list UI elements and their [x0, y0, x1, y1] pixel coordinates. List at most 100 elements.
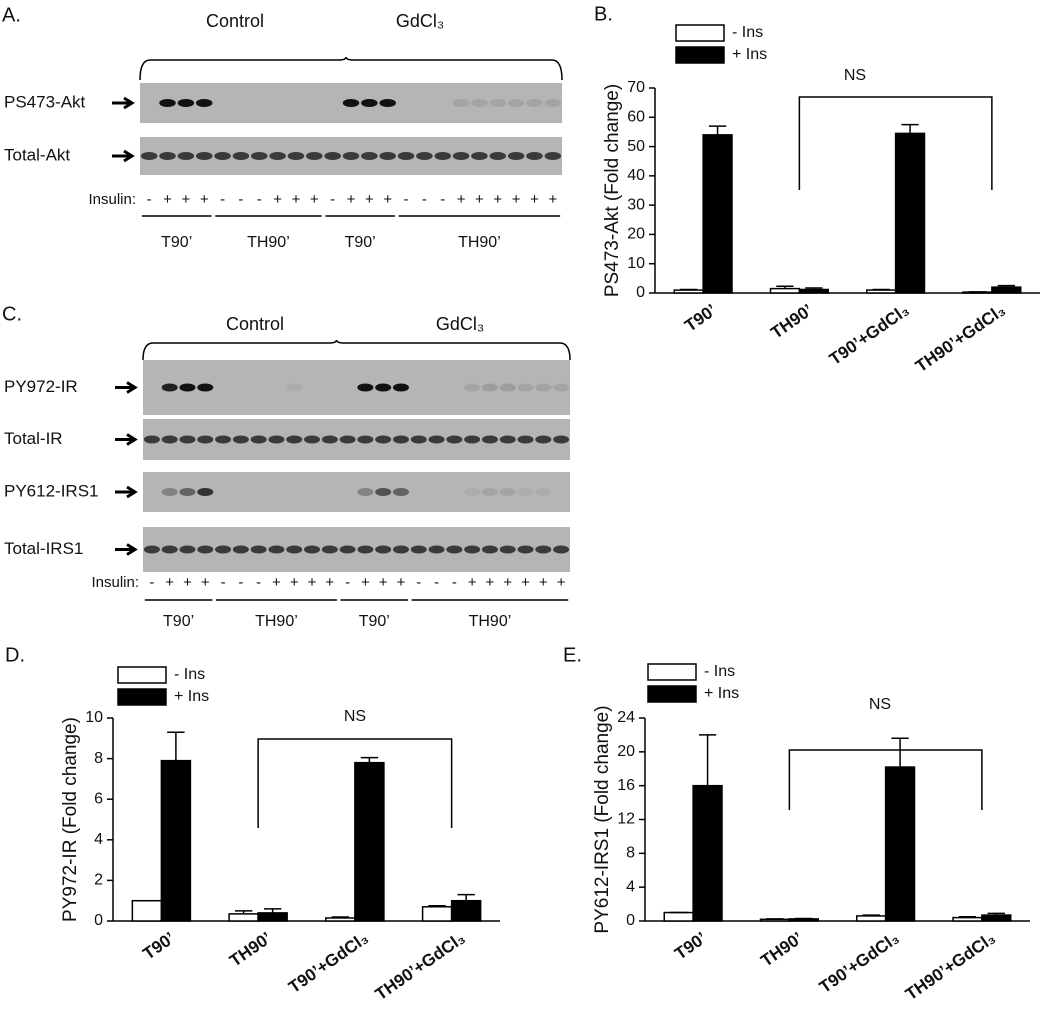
insulin-sign: - [238, 191, 243, 208]
blot-band [535, 383, 552, 392]
blot-band [446, 435, 463, 444]
arrow [112, 149, 135, 163]
error-bar [997, 284, 1015, 288]
blot-band [535, 435, 552, 444]
x-tick-label: TH90’+GdCl₃ [372, 928, 469, 1004]
panel-label: B. [594, 3, 613, 25]
x-tick-label: T90’+GdCl₃ [826, 300, 913, 369]
insulin-sign: + [200, 191, 209, 208]
condition-label: T90’ [359, 613, 390, 630]
blot-band [161, 488, 178, 496]
insulin-sign: + [383, 191, 392, 208]
blot-band [553, 435, 570, 444]
legend-label: - Ins [174, 666, 205, 683]
blot-band [481, 488, 498, 496]
insulin-sign: - [256, 574, 261, 591]
blot-band [410, 435, 427, 444]
bar [894, 132, 926, 294]
blot-band [357, 545, 374, 554]
insulin-sign: + [292, 191, 301, 208]
bracket [142, 339, 571, 361]
error-bar [331, 916, 350, 918]
blot-band [286, 435, 303, 444]
blot-band [195, 152, 213, 160]
y-axis-label: PY612-IRS1 (Fold change) [592, 705, 613, 933]
blot-band [304, 545, 321, 554]
blot-band [507, 99, 525, 107]
blot-band [517, 435, 534, 444]
insulin-sign: + [503, 574, 512, 591]
error-bar [891, 737, 909, 768]
x-tick-label: TH90’+GdCl₃ [902, 928, 999, 1004]
legend-label: + Ins [732, 46, 767, 63]
blot-band [197, 383, 214, 392]
x-tick-label: TH90’ [767, 300, 816, 342]
error-bar [360, 756, 379, 763]
blot-band [321, 435, 338, 444]
y-tick-label: 12 [617, 811, 635, 828]
blot-band [517, 545, 534, 554]
bar [325, 917, 356, 922]
insulin-sign: + [201, 574, 210, 591]
error-bar [987, 912, 1005, 916]
error-bar [263, 908, 282, 913]
insulin-label: Insulin: [91, 574, 139, 591]
annotation: NS [869, 696, 891, 713]
blot-band [434, 152, 451, 160]
y-tick-label: 40 [627, 167, 645, 184]
significance-bracket [798, 96, 993, 190]
group-label: GdCl₃ [396, 11, 444, 31]
bracket [139, 56, 563, 81]
blot-band [177, 152, 195, 160]
blot-band [197, 545, 214, 554]
legend-label: - Ins [704, 663, 735, 680]
blot-band [339, 435, 356, 444]
blot-band [452, 99, 470, 107]
blot-band [489, 99, 507, 107]
blot-band [161, 435, 178, 444]
x-tick-label: TH90’ [226, 928, 275, 970]
blot-band [464, 435, 481, 444]
insulin-label: Insulin: [88, 191, 136, 208]
blot-band [507, 152, 525, 160]
insulin-sign: - [149, 574, 154, 591]
condition-label: T90’ [161, 234, 192, 251]
significance-bracket [257, 738, 453, 828]
blot-band [392, 488, 409, 496]
bar [991, 286, 1022, 294]
insulin-sign: + [457, 191, 466, 208]
blot-band [526, 152, 543, 160]
panel-label: D. [5, 644, 25, 666]
insulin-sign: - [220, 191, 225, 208]
blot-band [535, 545, 552, 554]
blot-band [428, 435, 445, 444]
blot-band [232, 435, 249, 444]
blot-band [464, 383, 481, 392]
y-tick-label: 10 [85, 709, 103, 726]
arrow [115, 543, 138, 556]
blot-image [143, 419, 570, 460]
blot-band [179, 383, 196, 392]
insulin-sign: - [257, 191, 262, 208]
insulin-sign: + [486, 574, 495, 591]
insulin-sign: + [379, 574, 388, 591]
blot-band [140, 152, 158, 160]
blot-band [214, 152, 231, 160]
blot-band [232, 152, 250, 160]
blot-band [481, 545, 498, 554]
x-tick-label: T90’+GdCl₃ [816, 928, 903, 997]
blot-band [324, 152, 341, 160]
y-tick-label: 4 [626, 878, 635, 895]
y-tick-label: 0 [626, 912, 635, 929]
error-bar [776, 285, 794, 289]
insulin-sign: - [330, 191, 335, 208]
insulin-sign: + [163, 191, 172, 208]
row-label: PS473-Akt [4, 92, 86, 111]
blot-band [544, 152, 562, 160]
y-tick-label: 60 [627, 109, 645, 126]
bar [160, 759, 192, 922]
blot-band [215, 435, 232, 444]
bar [866, 289, 897, 294]
bar [798, 288, 829, 294]
condition-label: T90’ [163, 613, 194, 630]
